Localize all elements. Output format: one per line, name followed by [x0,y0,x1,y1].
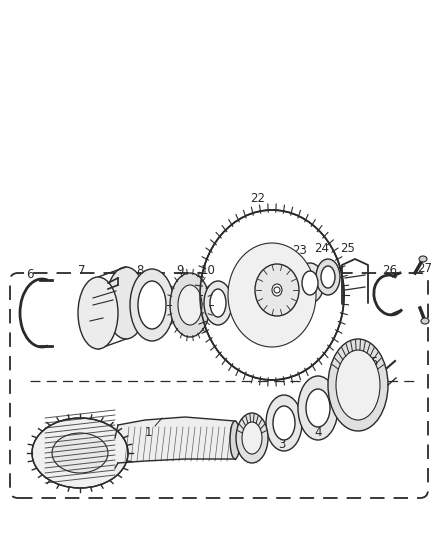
Ellipse shape [236,413,268,463]
Ellipse shape [266,395,302,451]
Ellipse shape [106,267,146,339]
Text: 1: 1 [144,426,152,440]
Ellipse shape [52,433,108,473]
Ellipse shape [228,243,316,347]
Ellipse shape [138,281,166,329]
Ellipse shape [336,350,380,420]
Text: 10: 10 [201,264,215,278]
Text: 27: 27 [417,262,432,274]
Text: 6: 6 [26,269,34,281]
Ellipse shape [302,271,318,295]
Ellipse shape [273,406,295,440]
Ellipse shape [321,266,335,288]
Text: 9: 9 [176,264,184,278]
Text: 2: 2 [241,448,249,462]
Ellipse shape [200,210,344,380]
Text: 5: 5 [370,357,378,369]
Text: 24: 24 [314,241,329,254]
Ellipse shape [316,259,340,295]
Text: 8: 8 [136,263,144,277]
Ellipse shape [298,376,338,440]
Ellipse shape [32,418,128,488]
Ellipse shape [78,277,118,349]
Text: 7: 7 [78,264,86,278]
Ellipse shape [242,422,262,454]
Text: 3: 3 [278,439,286,451]
Text: 23: 23 [293,244,307,256]
Ellipse shape [130,269,174,341]
Ellipse shape [178,285,202,325]
Ellipse shape [296,263,324,303]
Ellipse shape [421,318,429,324]
Ellipse shape [255,264,299,316]
Text: 26: 26 [382,263,398,277]
Ellipse shape [272,284,282,296]
Ellipse shape [419,256,427,262]
Circle shape [274,287,280,293]
Ellipse shape [328,339,388,431]
Text: 22: 22 [251,191,265,205]
Ellipse shape [306,389,330,427]
Ellipse shape [230,421,240,459]
Ellipse shape [210,289,226,317]
Text: 4: 4 [314,426,322,440]
Ellipse shape [170,273,210,337]
Text: 25: 25 [341,241,356,254]
Ellipse shape [204,281,232,325]
